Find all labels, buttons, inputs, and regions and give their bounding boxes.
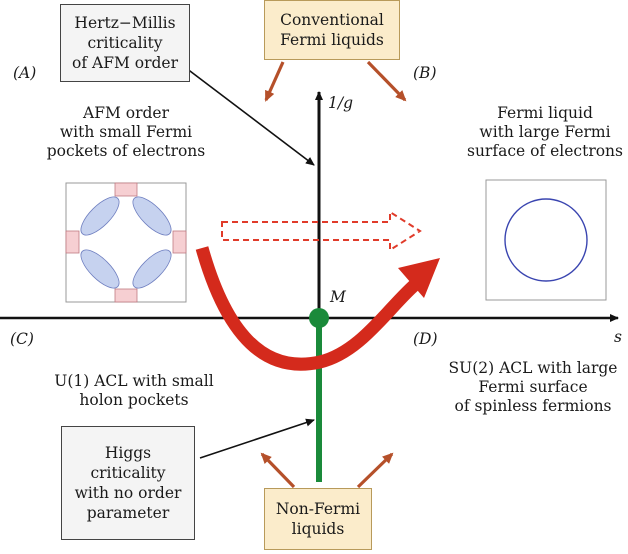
fermi-liquid-large-label: Fermi liquid with large Fermi surface of… xyxy=(467,104,623,160)
brown-arrow-bottom-left xyxy=(260,452,296,489)
higgs-pointer xyxy=(199,418,315,459)
blue-pocket-br xyxy=(132,249,172,289)
pink-pocket-bottom xyxy=(114,288,138,303)
brown-arrow-bottom-right xyxy=(356,452,394,489)
blue-pocket-tr xyxy=(132,196,172,236)
higgs-criticality-box: Higgs criticality with no order paramete… xyxy=(61,426,195,540)
pink-pocket-top xyxy=(114,182,138,197)
u1-acl-label: U(1) ACL with small holon pockets xyxy=(54,372,214,409)
non-fermi-liquids-box: Non-Fermi liquids xyxy=(264,488,372,550)
brown-arrow-top-left xyxy=(264,61,285,102)
quadrant-label-c: (C) xyxy=(10,330,34,348)
quadrant-label-b: (B) xyxy=(413,64,437,82)
red-curved-arrow-head xyxy=(398,258,440,298)
brown-arrow-top-right xyxy=(366,60,407,102)
pink-pocket-right xyxy=(172,230,187,254)
hertz-millis-pointer xyxy=(185,67,315,166)
vertical-axis-label: 1/g xyxy=(328,94,354,112)
conventional-fermi-liquids-box: Conventional Fermi liquids xyxy=(264,0,400,60)
blue-pocket-bl xyxy=(80,249,120,289)
large-fermi-surface-inset xyxy=(485,179,607,301)
su2-acl-label: SU(2) ACL with large Fermi surface of sp… xyxy=(448,359,618,415)
critical-point-m xyxy=(309,308,329,328)
red-curved-arrow-body xyxy=(195,246,423,371)
afm-phase-label: AFM order with small Fermi pockets of el… xyxy=(46,104,206,160)
hertz-millis-box: Hertz−Millis criticality of AFM order xyxy=(60,4,190,82)
quadrant-label-a: (A) xyxy=(13,64,37,82)
quadrant-label-d: (D) xyxy=(413,330,438,348)
pink-pocket-left xyxy=(65,230,80,254)
fermi-circle xyxy=(504,198,588,282)
dashed-crossover-arrow xyxy=(221,210,422,252)
horizontal-axis-label: s xyxy=(614,328,622,346)
afm-fermi-pockets-inset xyxy=(65,182,187,303)
blue-pocket-tl xyxy=(80,196,120,236)
critical-point-label: M xyxy=(330,288,346,306)
